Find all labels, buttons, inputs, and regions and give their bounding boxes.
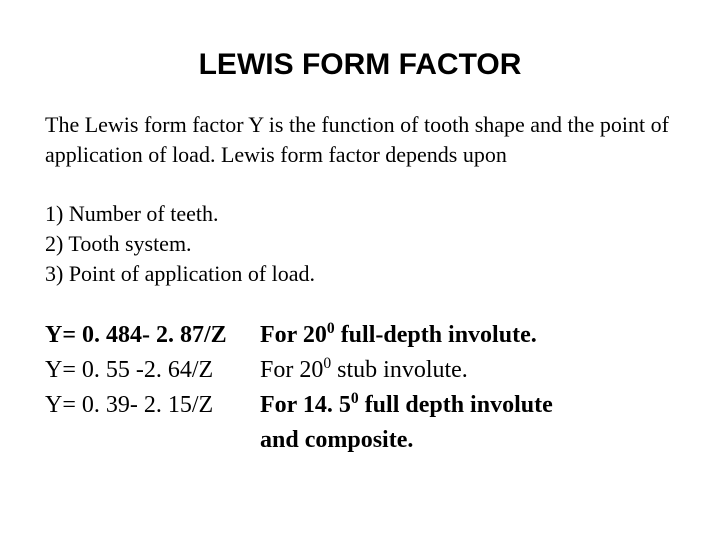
formula-rhs: For 200 full-depth involute. bbox=[260, 318, 675, 353]
formula-row: Y= 0. 484- 2. 87/Z For 200 full-depth in… bbox=[45, 318, 675, 353]
formula-rhs: For 200 stub involute. bbox=[260, 353, 675, 388]
intro-paragraph: The Lewis form factor Y is the function … bbox=[45, 110, 675, 169]
page-title: LEWIS FORM FACTOR bbox=[45, 48, 675, 82]
list-item: 2) Tooth system. bbox=[45, 229, 675, 259]
formula-block: Y= 0. 484- 2. 87/Z For 200 full-depth in… bbox=[45, 318, 675, 457]
formula-lhs: Y= 0. 484- 2. 87/Z bbox=[45, 318, 260, 353]
formula-row: Y= 0. 55 -2. 64/Z For 200 stub involute. bbox=[45, 353, 675, 388]
formula-row: Y= 0. 39- 2. 15/Z For 14. 50 full depth … bbox=[45, 388, 675, 423]
formula-rhs: For 14. 50 full depth involute bbox=[260, 388, 675, 423]
formula-lhs: Y= 0. 39- 2. 15/Z bbox=[45, 388, 260, 423]
list-item: 1) Number of teeth. bbox=[45, 199, 675, 229]
formula-rhs-cont: and composite. bbox=[260, 423, 675, 458]
dependency-list: 1) Number of teeth. 2) Tooth system. 3) … bbox=[45, 199, 675, 288]
formula-lhs: Y= 0. 55 -2. 64/Z bbox=[45, 353, 260, 388]
list-item: 3) Point of application of load. bbox=[45, 259, 675, 289]
